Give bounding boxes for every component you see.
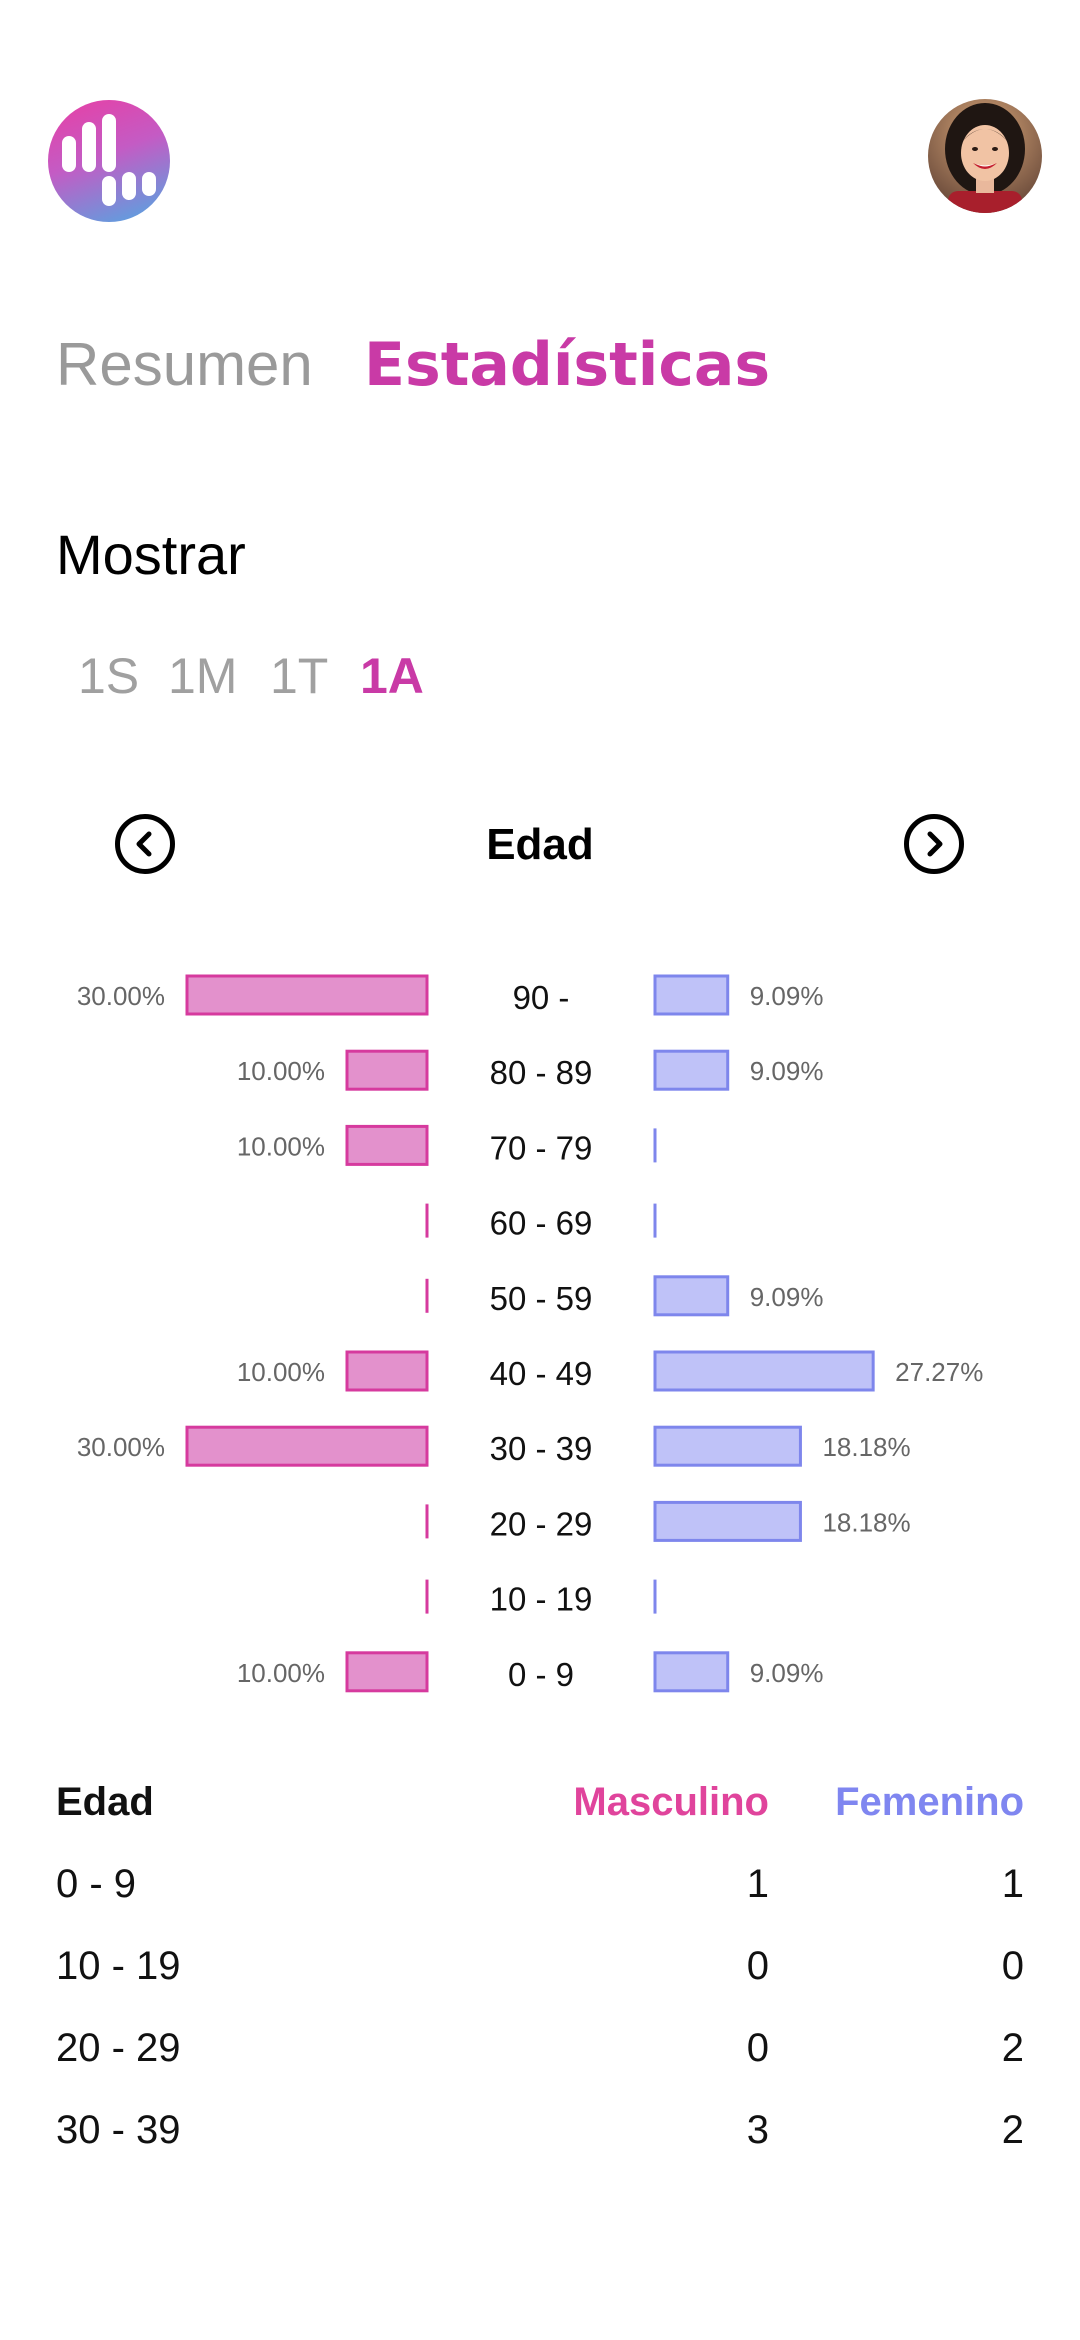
male-data-label: 30.00% xyxy=(77,981,165,1011)
header-femenino: Femenino xyxy=(835,1780,1024,1824)
table-header: Edad Masculino Femenino xyxy=(56,1780,1024,1862)
row-age: 10 - 19 xyxy=(56,1944,181,1988)
header-edad: Edad xyxy=(56,1780,154,1824)
female-data-label: 18.18% xyxy=(822,1507,910,1537)
category-label: 70 - 79 xyxy=(490,1129,593,1166)
row-male: 1 xyxy=(746,1862,769,1906)
age-table: Edad Masculino Femenino 0 - 9 1 1 10 - 1… xyxy=(56,1780,1024,2190)
female-bar xyxy=(653,974,730,1016)
row-female: 2 xyxy=(1001,2108,1024,2152)
category-label: 10 - 19 xyxy=(490,1581,593,1618)
row-age: 0 - 9 xyxy=(56,1862,137,1906)
age-distribution-chart: 90 - 30.00% 9.09% 80 - 89 10.00% 9.09% 70 - 79… xyxy=(77,974,983,1693)
male-data-label: 10.00% xyxy=(237,1056,325,1086)
male-bar xyxy=(345,1124,429,1166)
female-bar xyxy=(653,1275,730,1317)
male-bar xyxy=(345,1651,429,1693)
male-data-label: 10.00% xyxy=(237,1658,325,1688)
female-bar xyxy=(653,1500,802,1542)
female-bar xyxy=(653,1425,802,1467)
user-avatar[interactable] xyxy=(928,99,1042,213)
table-row: 0 - 9 1 1 xyxy=(56,1862,1024,1944)
period-1s[interactable]: 1S xyxy=(78,648,140,704)
chevron-left-icon xyxy=(136,831,152,857)
tab-estadisticas[interactable]: Estadísticas xyxy=(364,330,771,400)
row-female: 1 xyxy=(1001,1862,1024,1906)
table-row: 30 - 39 3 2 xyxy=(56,2108,1024,2190)
female-data-label: 9.09% xyxy=(750,981,824,1011)
header-masculino: Masculino xyxy=(573,1780,769,1824)
female-bar xyxy=(653,1049,730,1091)
female-data-label: 27.27% xyxy=(895,1357,983,1387)
row-age: 30 - 39 xyxy=(56,2108,181,2152)
category-label: 60 - 69 xyxy=(490,1205,593,1242)
female-data-label: 9.09% xyxy=(750,1282,824,1312)
female-bar xyxy=(653,1350,875,1392)
male-data-label: 10.00% xyxy=(237,1357,325,1387)
category-label: 40 - 49 xyxy=(490,1355,593,1392)
category-label: 80 - 89 xyxy=(490,1054,593,1091)
tab-resumen[interactable]: Resumen xyxy=(56,331,313,398)
filter-title: Mostrar xyxy=(56,523,246,586)
table-row: 20 - 29 0 2 xyxy=(56,2026,1024,2108)
male-bar xyxy=(185,974,429,1016)
table-row: 10 - 19 0 0 xyxy=(56,1944,1024,2026)
row-female: 0 xyxy=(1001,1944,1024,1988)
row-female: 2 xyxy=(1001,2026,1024,2070)
row-age: 20 - 29 xyxy=(56,2026,181,2070)
category-label: 20 - 29 xyxy=(490,1505,593,1542)
row-male: 0 xyxy=(746,2026,769,2070)
chart-title: Edad xyxy=(486,820,594,869)
next-chart-button[interactable] xyxy=(904,814,964,874)
period-1t[interactable]: 1T xyxy=(270,648,329,704)
male-data-label: 10.00% xyxy=(237,1131,325,1161)
category-label: 50 - 59 xyxy=(490,1280,593,1317)
category-label: 90 - xyxy=(513,979,570,1016)
period-1a[interactable]: 1A xyxy=(360,648,424,704)
male-bar xyxy=(345,1350,429,1392)
chevron-right-icon xyxy=(927,831,943,857)
period-1m[interactable]: 1M xyxy=(168,648,238,704)
female-bar xyxy=(653,1651,730,1693)
category-label: 0 - 9 xyxy=(508,1656,574,1693)
male-data-label: 30.00% xyxy=(77,1432,165,1462)
male-bar xyxy=(345,1049,429,1091)
female-data-label: 9.09% xyxy=(750,1658,824,1688)
prev-chart-button[interactable] xyxy=(115,814,175,874)
app-logo-icon[interactable] xyxy=(48,100,170,222)
female-data-label: 9.09% xyxy=(750,1056,824,1086)
row-male: 0 xyxy=(746,1944,769,1988)
female-data-label: 18.18% xyxy=(822,1432,910,1462)
category-label: 30 - 39 xyxy=(490,1430,593,1467)
row-male: 3 xyxy=(746,2108,769,2152)
male-bar xyxy=(185,1425,429,1467)
